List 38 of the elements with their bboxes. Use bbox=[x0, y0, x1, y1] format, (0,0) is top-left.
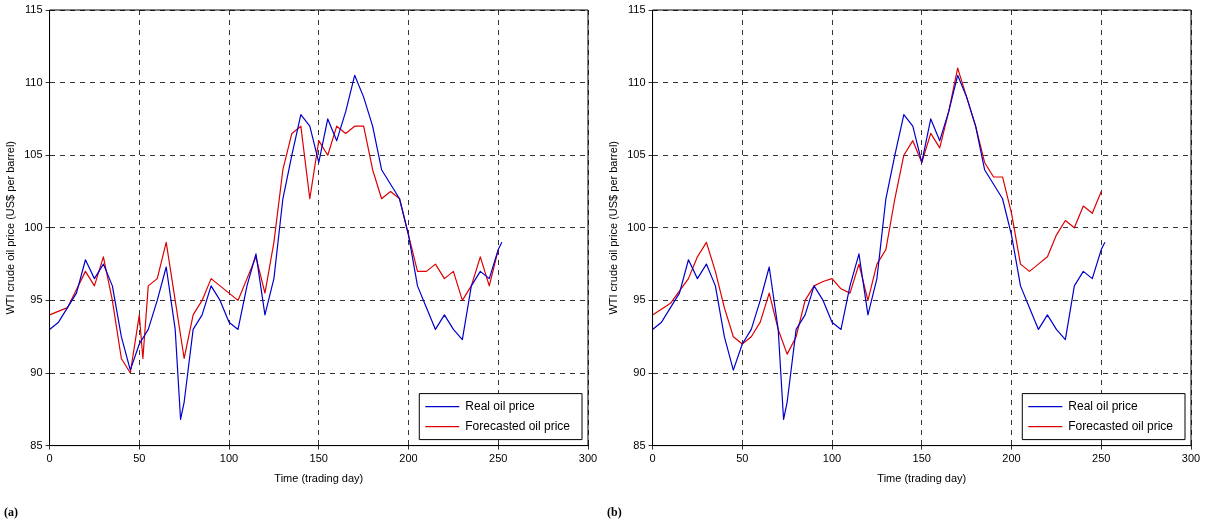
x-tick-label: 50 bbox=[736, 452, 749, 465]
y-tick-label: 110 bbox=[25, 75, 43, 88]
y-axis-title: WTI crude oil price (US$ per barrel) bbox=[3, 141, 16, 315]
x-tick-label: 100 bbox=[219, 452, 239, 465]
x-tick-label: 250 bbox=[489, 452, 508, 465]
x-tick-label: 0 bbox=[649, 452, 656, 465]
legend-label: Forecasted oil price bbox=[1068, 418, 1174, 433]
y-tick-label: 85 bbox=[30, 438, 43, 451]
x-axis-title: Time (trading day) bbox=[877, 472, 967, 485]
y-tick-label: 115 bbox=[628, 3, 646, 16]
x-tick-label: 50 bbox=[133, 452, 146, 465]
y-tick-label: 85 bbox=[633, 438, 646, 451]
y-axis-title: WTI crude oil price (US$ per barrel) bbox=[606, 141, 619, 315]
y-tick-label: 115 bbox=[25, 3, 43, 16]
x-tick-label: 0 bbox=[46, 452, 53, 465]
x-tick-label: 150 bbox=[912, 452, 931, 465]
x-tick-label: 300 bbox=[578, 452, 598, 465]
x-tick-label: 300 bbox=[1181, 452, 1201, 465]
text: (b) bbox=[607, 505, 622, 520]
y-tick-label: 90 bbox=[30, 366, 43, 379]
x-tick-label: 100 bbox=[822, 452, 842, 465]
text: (a) bbox=[4, 505, 18, 520]
y-tick-label: 100 bbox=[627, 220, 646, 233]
y-tick-label: 105 bbox=[627, 148, 646, 161]
y-tick-label: 105 bbox=[24, 148, 43, 161]
x-axis-title: Time (trading day) bbox=[274, 472, 364, 485]
y-tick-label: 110 bbox=[628, 75, 646, 88]
legend-label: Forecasted oil price bbox=[465, 418, 571, 433]
x-tick-label: 200 bbox=[1002, 452, 1021, 465]
y-tick-label: 95 bbox=[30, 293, 43, 306]
legend-label: Real oil price bbox=[1068, 398, 1138, 413]
legend-label: Real oil price bbox=[465, 398, 535, 413]
y-tick-label: 90 bbox=[633, 366, 646, 379]
y-tick-label: 95 bbox=[633, 293, 646, 306]
x-tick-label: 200 bbox=[399, 452, 418, 465]
y-tick-label: 100 bbox=[24, 220, 43, 233]
x-tick-label: 250 bbox=[1092, 452, 1111, 465]
x-tick-label: 150 bbox=[309, 452, 328, 465]
